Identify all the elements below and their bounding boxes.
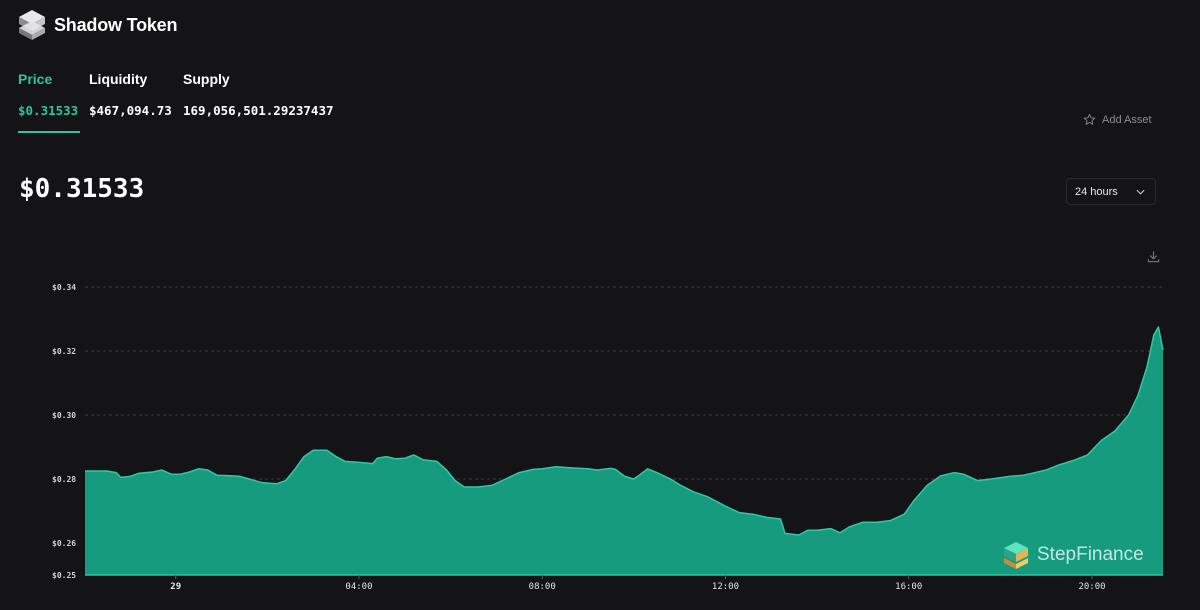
y-tick-label: $0.25 — [52, 571, 76, 580]
y-axis: $0.25 $0.26 $0.28 $0.30 $0.32 $0.34 — [52, 283, 76, 580]
y-tick-label: $0.30 — [52, 411, 76, 420]
app-title: Shadow Token — [54, 14, 178, 35]
y-tick-label: $0.32 — [52, 347, 76, 356]
price-value: $0.31533 — [18, 103, 79, 118]
x-tick-label: 12:00 — [712, 582, 739, 592]
stepfinance-watermark: StepFinance — [1002, 540, 1144, 570]
tab-liquidity[interactable]: Liquidity — [89, 71, 148, 87]
add-asset-button[interactable]: Add Asset — [1083, 113, 1152, 126]
tab-price[interactable]: Price — [18, 71, 53, 87]
y-tick-label: $0.34 — [52, 283, 76, 292]
price-line — [85, 326, 1164, 536]
area-layer — [85, 326, 1164, 576]
tab-supply[interactable]: Supply — [183, 71, 230, 87]
x-tick-label: 08:00 — [529, 582, 556, 592]
price-chart: $0.25 $0.26 $0.28 $0.30 $0.32 $0.34 29 04:00 08… — [52, 283, 1164, 592]
stepfinance-logo-icon — [1004, 542, 1028, 569]
y-tick-label: $0.26 — [52, 539, 76, 548]
y-tick-label: $0.28 — [52, 475, 76, 484]
liquidity-value: $467,094.73 — [89, 103, 172, 118]
current-price: $0.31533 — [19, 174, 145, 204]
x-tick-label: 16:00 — [895, 582, 922, 592]
add-asset-label: Add Asset — [1102, 113, 1152, 126]
x-tick-label: 29 — [170, 582, 181, 592]
time-range-value: 24 hours — [1075, 185, 1118, 198]
x-tick-label: 04:00 — [345, 582, 372, 592]
download-icon[interactable] — [1147, 250, 1160, 263]
x-tick-label: 20:00 — [1078, 582, 1105, 592]
time-range-select[interactable]: 24 hours — [1066, 178, 1156, 205]
supply-value: 169,056,501.29237437 — [183, 103, 334, 118]
chevron-down-icon — [1136, 189, 1145, 195]
app-header: Shadow Token — [18, 9, 177, 41]
star-icon — [1083, 113, 1096, 125]
active-tab-indicator — [18, 131, 80, 133]
x-axis: 29 04:00 08:00 12:00 16:00 20:00 — [170, 575, 1106, 592]
watermark-text: StepFinance — [1037, 544, 1144, 565]
price-area — [85, 327, 1163, 575]
shadow-logo-icon — [19, 10, 45, 40]
